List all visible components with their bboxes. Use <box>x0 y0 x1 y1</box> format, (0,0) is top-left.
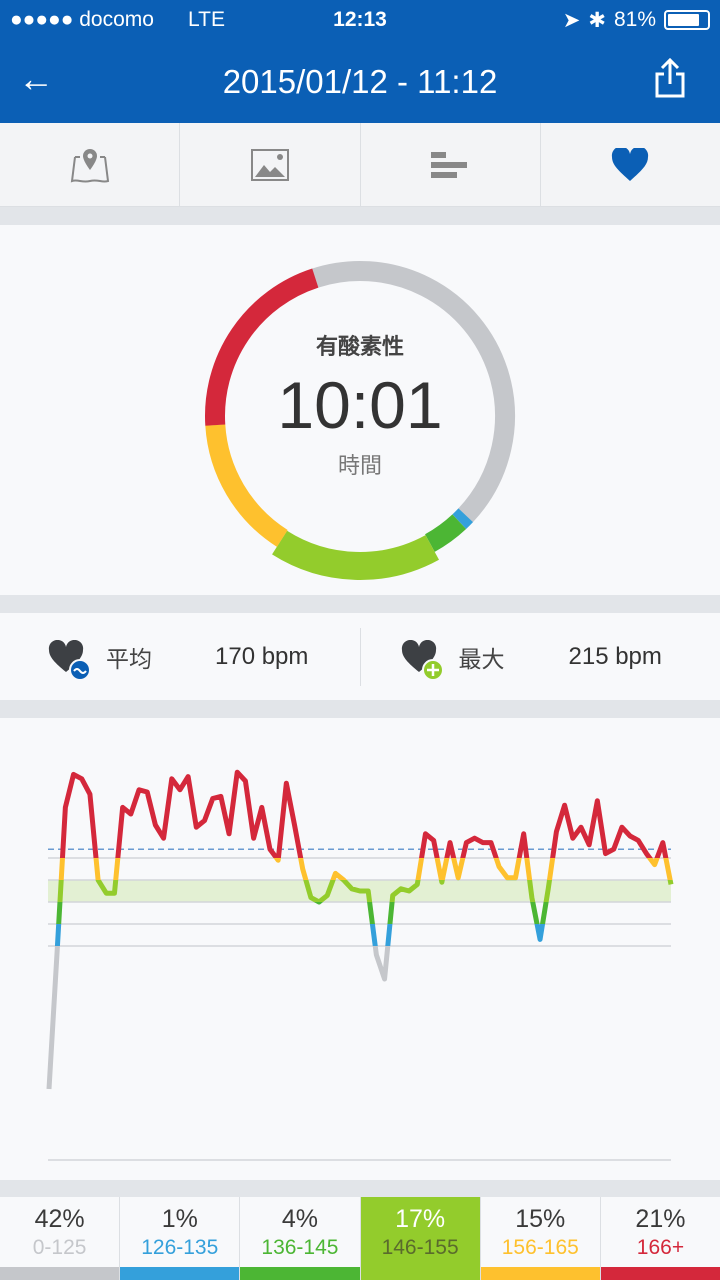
max-label: 最大 <box>458 645 505 672</box>
average-hr: 平均 170 bpm <box>0 627 361 686</box>
ring-label: 有酸素性 <box>315 334 404 359</box>
zone-color-bar <box>120 1267 240 1280</box>
tab-map[interactable] <box>0 123 181 206</box>
tab-heart-rate[interactable] <box>541 123 720 206</box>
zone-136-145[interactable]: 4% 136-145 <box>240 1197 361 1280</box>
hr-line-zone-166+ <box>59 769 669 858</box>
zone-156-165[interactable]: 15% 156-165 <box>480 1197 601 1280</box>
tab-photos[interactable] <box>180 123 361 206</box>
zone-color-bar <box>360 1267 480 1280</box>
average-value: 170 bpm <box>215 642 309 670</box>
zone-126-135[interactable]: 1% 126-135 <box>120 1197 241 1280</box>
ring-value: 10:01 <box>277 368 443 442</box>
zone-ring-chart <box>195 251 524 580</box>
zone-range: 156-165 <box>501 1236 579 1259</box>
page-title: 2015/01/12 - 11:12 <box>222 62 498 100</box>
zone-percent: 21% <box>635 1205 686 1233</box>
heart-rate-line-chart <box>46 769 674 1161</box>
aerobic-ring-card: 有酸素性 10:01 時間 <box>0 225 720 595</box>
ring-segment-126-135 <box>205 261 515 571</box>
hr-line-zone-156-165 <box>58 858 673 880</box>
hr-stats: 平均 170 bpm 最大 215 bpm <box>0 613 720 700</box>
location-icon: ➤ <box>562 8 581 32</box>
carrier: ●●●●● docomo <box>10 8 154 31</box>
share-icon <box>655 57 685 98</box>
zone-166+[interactable]: 21% 166+ <box>600 1197 720 1280</box>
zone-percent: 1% <box>161 1205 198 1233</box>
zone-range: 126-135 <box>141 1236 219 1259</box>
map-pin-icon <box>70 148 109 183</box>
max-value: 215 bpm <box>568 642 662 670</box>
status-bar: ●●●●● docomo LTE 12:13 ➤ ✱ 81% <box>0 0 720 40</box>
max-hr: 最大 215 bpm <box>361 613 720 700</box>
zone-range: 166+ <box>636 1236 685 1259</box>
zone-percent: 15% <box>515 1205 566 1233</box>
zone-range: 146-155 <box>381 1236 459 1259</box>
header: ← 2015/01/12 - 11:12 <box>0 40 720 123</box>
bluetooth-icon: ✱ <box>588 8 606 32</box>
max-heart-icon <box>401 640 444 681</box>
heart-icon <box>612 147 649 181</box>
average-heart-icon <box>48 639 91 681</box>
back-button[interactable]: ← <box>18 58 54 99</box>
share-button[interactable] <box>654 57 686 103</box>
heart-rate-chart-card <box>0 718 720 1180</box>
zone-color-bar <box>0 1267 120 1280</box>
network: LTE <box>188 8 225 31</box>
zone-percent: 4% <box>281 1205 318 1233</box>
bars-icon <box>431 151 468 178</box>
ring-segment-166+ <box>204 261 515 571</box>
zone-0-125[interactable]: 42% 0-125 <box>0 1197 121 1280</box>
zone-percent: 42% <box>34 1205 85 1233</box>
ring-segment-156-165 <box>205 261 515 571</box>
zone-color-bar <box>480 1267 600 1280</box>
zone-percent: 17% <box>395 1205 446 1233</box>
tab-bar <box>0 123 720 207</box>
zone-color-bar <box>600 1267 720 1280</box>
hr-line-zone-126-135 <box>54 924 546 946</box>
zone-range: 0-125 <box>32 1236 87 1259</box>
tab-summary[interactable] <box>361 123 541 206</box>
hr-line-zone-146-155 <box>57 880 674 902</box>
zone-range: 136-145 <box>261 1236 339 1259</box>
battery-percent: 81% <box>613 8 656 31</box>
zone-146-155[interactable]: 17% 146-155 <box>360 1197 481 1280</box>
average-label: 平均 <box>106 645 152 672</box>
ring-unit: 時間 <box>337 453 382 478</box>
photo-icon <box>250 148 289 181</box>
hr-line-zone-0-125 <box>46 946 391 1090</box>
zone-summary: 42% 0-125 1% 126-135 4% 136-145 17% 146-155 15% 1… <box>0 1197 720 1280</box>
battery-icon <box>664 10 710 30</box>
zone-color-bar <box>240 1267 360 1280</box>
hr-line-zone-136-145 <box>56 902 549 924</box>
